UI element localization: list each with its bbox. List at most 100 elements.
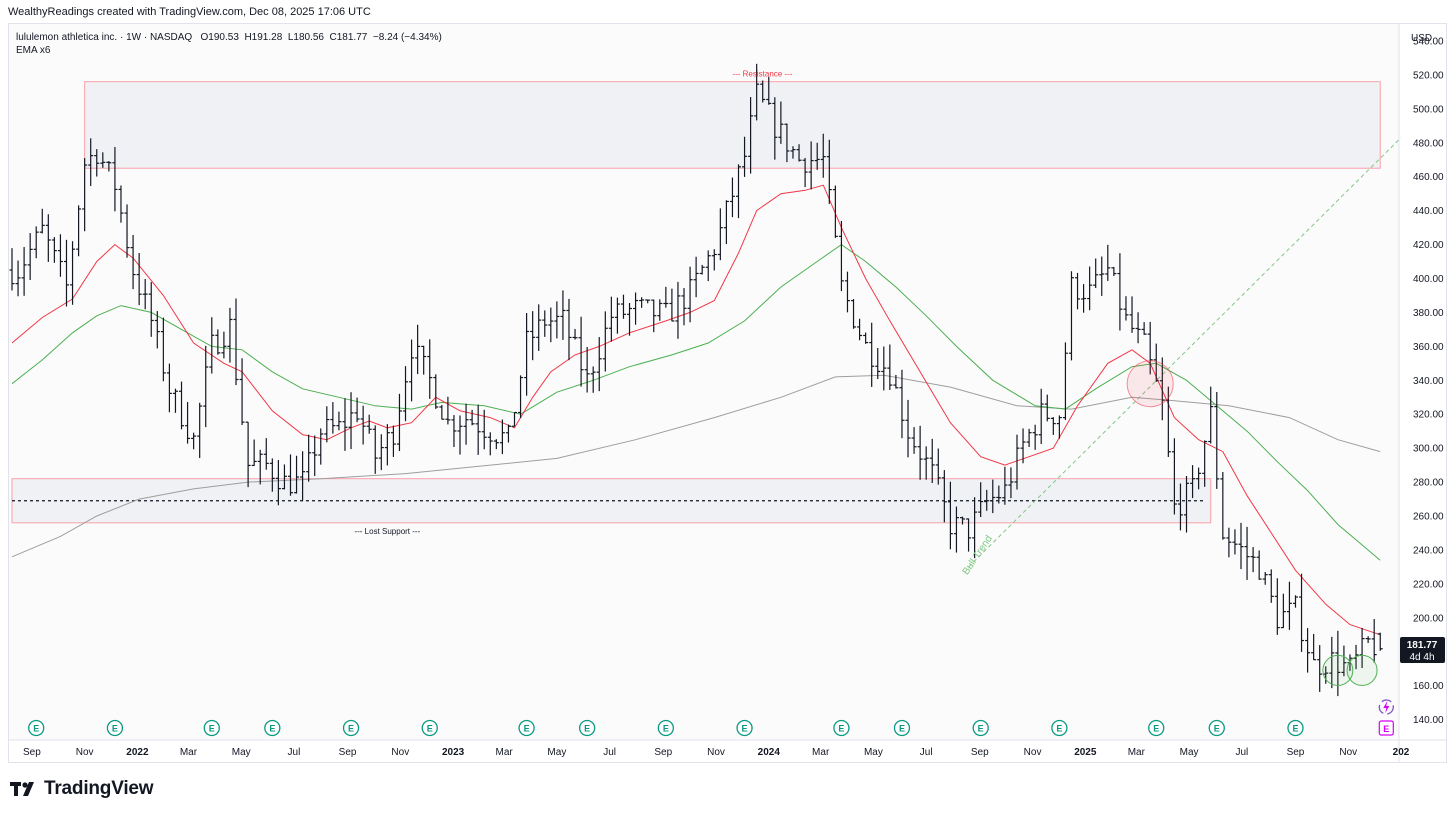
price-bar: [239, 358, 245, 425]
time-tick-label: Jul: [288, 747, 301, 758]
price-bar: [996, 485, 1002, 504]
legend-symbol-row[interactable]: lululemon athletica inc. · 1W · NASDAQ O…: [16, 32, 442, 43]
chart-legend: lululemon athletica inc. · 1W · NASDAQ O…: [16, 31, 442, 57]
price-bar: [935, 448, 941, 485]
price-bar: [542, 310, 548, 337]
price-bar: [1141, 322, 1147, 335]
price-bar: [481, 409, 487, 450]
price-bar: [76, 205, 82, 257]
price-bar: [1208, 386, 1214, 444]
price-bar: [251, 439, 257, 467]
time-axis: Sep Nov 2022 Mar May Jul Sep Nov 2023 Mar May Jul Se…: [23, 747, 1410, 758]
price-bar: [209, 317, 215, 374]
earnings-marker[interactable]: E: [1208, 719, 1225, 737]
price-bar: [1111, 266, 1117, 277]
currency-label[interactable]: USD: [1411, 33, 1432, 44]
price-bar: [869, 322, 875, 387]
price-bar: [875, 348, 881, 380]
price-bar: [1214, 392, 1220, 489]
price-bar: [1159, 357, 1165, 421]
time-tick-label: 2023: [442, 747, 465, 758]
time-tick-label: May: [1180, 747, 1199, 758]
price-bar: [245, 421, 251, 488]
earnings-marker[interactable]: E: [28, 719, 45, 737]
price-bar: [524, 312, 530, 396]
earnings-marker[interactable]: E: [1287, 719, 1304, 737]
lost-support-label: --- Lost Support ---: [354, 527, 420, 536]
price-bar: [445, 396, 451, 425]
legend-interval[interactable]: 1W: [126, 32, 142, 43]
earnings-marker[interactable]: E: [972, 719, 989, 737]
price-bar: [1238, 522, 1244, 570]
time-tick-label: Sep: [654, 747, 672, 758]
price-bar: [1056, 415, 1062, 439]
price-bar: [911, 427, 917, 454]
earnings-marker[interactable]: E: [518, 719, 535, 737]
earnings-marker[interactable]: E: [578, 719, 596, 737]
attribution-text: WealthyReadings created with TradingView…: [8, 6, 371, 18]
price-bar: [1147, 321, 1153, 375]
price-bar: [166, 363, 172, 413]
price-bar: [493, 439, 499, 450]
price-bar: [554, 301, 560, 339]
price-tick-label: 160.00: [1413, 681, 1444, 692]
price-bar: [1256, 550, 1262, 580]
price-bar: [754, 63, 760, 121]
time-tick-label: Mar: [1128, 747, 1146, 758]
ema-slow-line: [11, 374, 1381, 558]
price-chart[interactable]: --- Resistance ------ Lost Support ---Bu…: [9, 24, 1446, 762]
earnings-marker[interactable]: E: [203, 719, 220, 737]
earnings-marker[interactable]: E: [342, 719, 360, 737]
price-bar: [832, 185, 838, 238]
earnings-marker[interactable]: E: [1051, 719, 1068, 737]
time-tick-label: May: [547, 747, 566, 758]
earnings-marker[interactable]: E: [657, 719, 675, 737]
price-tick-label: 440.00: [1413, 206, 1444, 217]
legend-indicator[interactable]: EMA x6: [16, 45, 51, 56]
price-bar: [372, 425, 378, 474]
earnings-marker[interactable]: E: [736, 719, 753, 737]
bull-trend-line: [968, 137, 1402, 568]
price-bar: [1153, 343, 1159, 382]
time-tick-label: Mar: [496, 747, 514, 758]
earnings-icon: E: [1153, 724, 1159, 734]
price-bar: [505, 424, 511, 443]
earnings-marker[interactable]: E: [833, 719, 850, 737]
earnings-marker[interactable]: E: [421, 719, 438, 737]
earnings-marker[interactable]: E: [893, 719, 911, 737]
price-bar: [1123, 296, 1129, 321]
price-bar: [433, 374, 439, 409]
earnings-marker[interactable]: E: [106, 719, 124, 737]
time-tick-label: Sep: [971, 747, 989, 758]
price-bar: [1220, 471, 1226, 540]
price-tick-label: 220.00: [1413, 579, 1444, 590]
price-bar: [669, 288, 675, 322]
resistance-label: --- Resistance ---: [732, 70, 792, 79]
earnings-badge-ring: [1051, 719, 1068, 737]
legend-symbol-name[interactable]: lululemon athletica inc.: [16, 32, 118, 43]
resistance-zone: [84, 81, 1381, 169]
tradingview-brand[interactable]: TradingView: [10, 778, 154, 800]
time-tick-label: Nov: [1024, 747, 1042, 758]
price-tick-label: 360.00: [1413, 342, 1444, 353]
price-bar: [300, 451, 306, 501]
earnings-icon: E: [1292, 724, 1298, 734]
earnings-icon: E: [663, 724, 669, 734]
upcoming-earnings-marker[interactable]: E: [1378, 720, 1394, 736]
price-bar: [106, 161, 112, 172]
price-bar: [281, 464, 287, 490]
price-bar: [124, 204, 130, 258]
time-tick-label: Nov: [391, 747, 409, 758]
price-bar: [1299, 573, 1305, 652]
earnings-icon: E: [838, 724, 844, 734]
time-tick-label: Sep: [339, 747, 357, 758]
chart-frame[interactable]: --- Resistance --- --- Lost Support --- Bu…: [8, 23, 1447, 763]
price-bar: [306, 434, 312, 482]
price-bar: [1117, 253, 1123, 331]
price-bar: [336, 411, 342, 431]
price-bar: [663, 286, 669, 308]
lightning-bolt: [1383, 701, 1390, 713]
price-bar: [179, 381, 185, 430]
earnings-marker[interactable]: E: [264, 719, 281, 737]
earnings-marker[interactable]: E: [1148, 719, 1165, 737]
